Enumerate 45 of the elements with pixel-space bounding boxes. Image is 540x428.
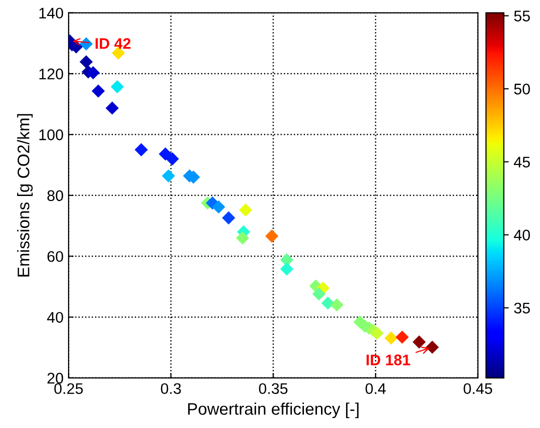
point [158,147,172,161]
annotation: ID 181 [366,354,410,366]
y-tick-label: 20 [47,372,64,384]
point [166,152,179,166]
point [92,84,105,98]
x-tick-label: 0.4 [366,383,386,394]
point [280,262,294,276]
color-bar-label: 55 [514,10,530,22]
x-axis-title: Powertrain efficiency [-] [188,402,359,418]
point [239,203,252,217]
x-tick-label: 0.45 [464,383,492,394]
x-tick-label: 0.35 [258,383,288,394]
point [162,169,176,182]
annotation: ID 42 [96,38,131,49]
x-tick-label: 0.25 [54,383,83,394]
y-tick-label: 100 [39,129,64,140]
point [86,66,100,80]
color-bar-label: 45 [514,156,530,168]
point [106,101,119,115]
point [412,335,426,349]
point [312,287,326,301]
y-tick-label: 40 [47,312,64,323]
point [222,211,236,224]
y-tick-label: 120 [39,68,64,80]
color-bar-label: 40 [514,230,530,240]
point [80,55,93,68]
point [110,80,124,94]
point [265,230,278,243]
point [396,330,409,344]
y-tick-label: 60 [48,251,64,262]
point [384,331,398,345]
point [330,298,344,312]
point [370,326,384,340]
point [426,340,439,354]
y-axis-title: Emissions [g CO2/km] [17,114,33,276]
x-tick-label: 0.3 [160,383,181,394]
point [212,200,226,214]
color-bar-label: 35 [514,302,530,314]
y-tick-label: 80 [47,190,64,202]
y-tick-label: 140 [39,8,64,19]
point [134,143,148,156]
point [236,231,250,245]
point [321,296,334,310]
point [80,37,93,50]
color-bar-label: 50 [514,84,530,94]
